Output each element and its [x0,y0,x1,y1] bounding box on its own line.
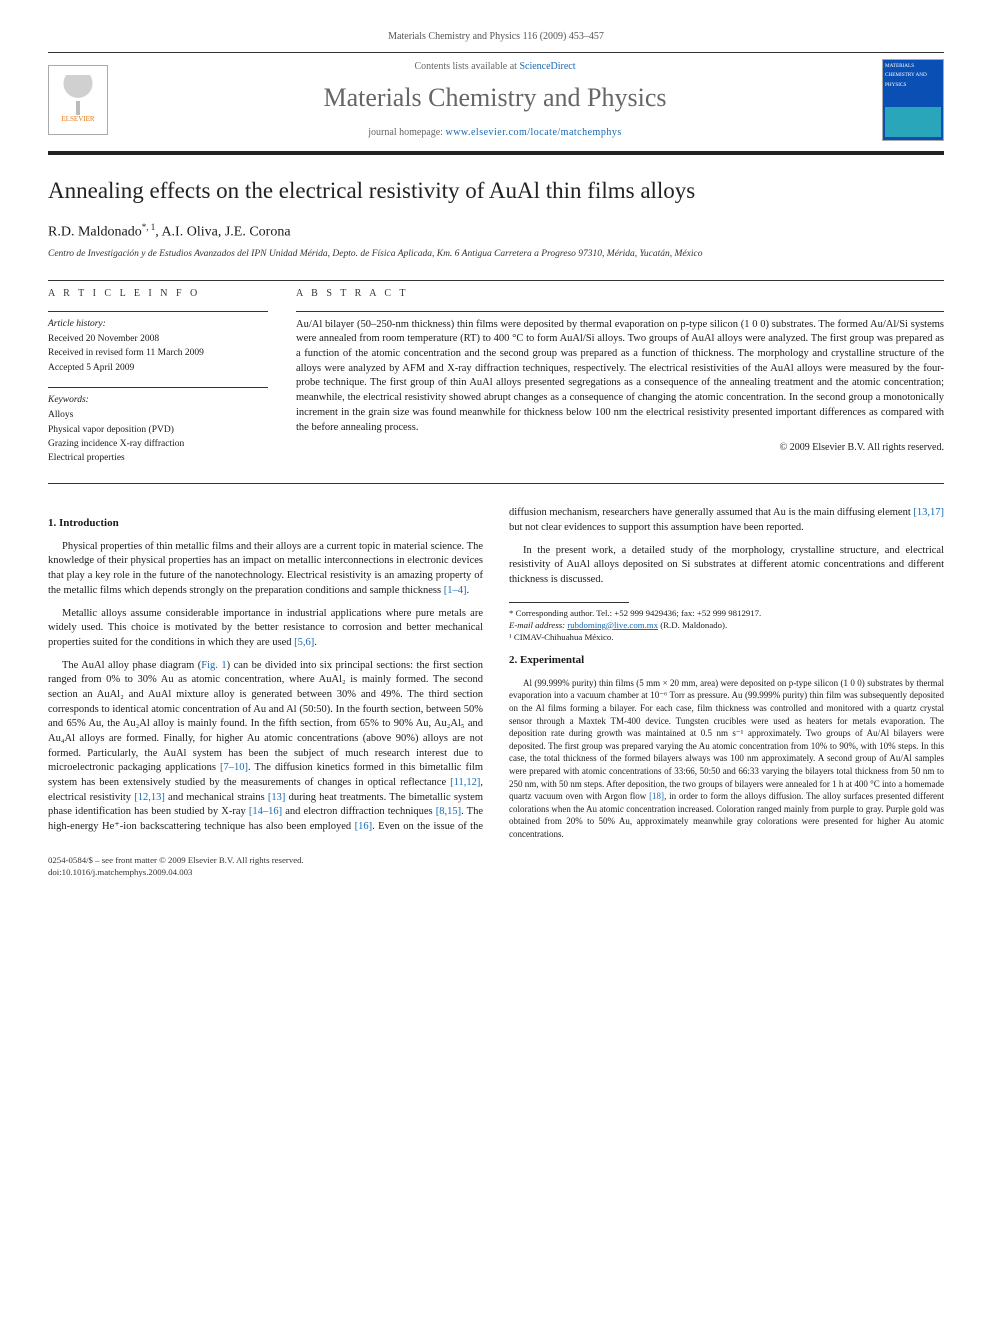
cover-line1: MATERIALS [885,63,941,70]
authors-rest: , A.I. Oliva, J.E. Corona [155,225,290,240]
publisher-tree-icon [61,75,95,115]
email-label: E-mail address: [509,620,567,630]
cover-line3: PHYSICS [885,82,941,89]
journal-name: Materials Chemistry and Physics [122,80,868,116]
contents-prefix: Contents lists available at [414,61,519,72]
authors: R.D. Maldonado*, 1, A.I. Oliva, J.E. Cor… [48,221,944,242]
abstract-divider [296,311,944,312]
ref-7-10[interactable]: [7–10] [220,762,248,773]
fig-1-ref[interactable]: Fig. 1 [201,660,226,671]
divider-below-abstract [48,483,944,484]
intro-p1-text: Physical properties of thin metallic fil… [48,541,483,596]
ref-18[interactable]: [18] [649,791,664,801]
keywords-block: Keywords: Alloys Physical vapor depositi… [48,394,268,465]
ref-1-4[interactable]: [1–4] [444,585,467,596]
ref-16[interactable]: [16] [355,821,373,832]
email-link[interactable]: rubdoming@live.com.mx [567,620,658,630]
keywords-label: Keywords: [48,394,268,407]
ref-13[interactable]: [13] [268,792,286,803]
intro-p2-tail: . [314,637,317,648]
ref-11-12[interactable]: [11,12] [450,777,480,788]
running-header: Materials Chemistry and Physics 116 (200… [48,30,944,44]
page-footer: 0254-0584/$ – see front matter © 2009 El… [48,854,944,879]
history-received: Received 20 November 2008 [48,333,268,346]
abstract-copyright: © 2009 Elsevier B.V. All rights reserved… [296,441,944,455]
ref-5-6[interactable]: [5,6] [294,637,314,648]
author-1: R.D. Maldonado [48,225,142,240]
journal-cover-thumb: MATERIALS CHEMISTRY AND PHYSICS [882,59,944,141]
abstract-text: Au/Al bilayer (50–250-nm thickness) thin… [296,318,944,436]
footnote-block: * Corresponding author. Tel.: +52 999 94… [509,602,944,644]
footer-issn: 0254-0584/$ – see front matter © 2009 El… [48,854,304,866]
homepage-prefix: journal homepage: [368,127,445,138]
history-accepted: Accepted 5 April 2009 [48,362,268,375]
email-tail: (R.D. Maldonado). [658,620,727,630]
corresponding-author: * Corresponding author. Tel.: +52 999 94… [509,608,944,620]
article-title: Annealing effects on the electrical resi… [48,175,944,207]
experimental-para-1: Al (99.999% purity) thin films (5 mm × 2… [509,677,944,841]
history-label: Article history: [48,318,268,331]
footnote-separator [509,602,629,603]
affiliation: Centro de Investigación y de Estudios Av… [48,248,944,261]
masthead-center: Contents lists available at ScienceDirec… [122,60,868,140]
intro-para-2: Metallic alloys assume considerable impo… [48,607,483,651]
masthead: ELSEVIER Contents lists available at Sci… [48,59,944,155]
exp-p1a: Al (99.999% purity) thin films (5 mm × 2… [509,678,944,801]
keyword-1: Alloys [48,409,268,422]
ref-14-16[interactable]: [14–16] [249,806,282,817]
body-columns: 1. Introduction Physical properties of t… [48,506,944,841]
footnotes: * Corresponding author. Tel.: +52 999 94… [509,608,944,644]
abstract-column: a b s t r a c t Au/Al bilayer (50–250-nm… [296,287,944,478]
footer-left: 0254-0584/$ – see front matter © 2009 El… [48,854,304,879]
info-divider-2 [48,387,268,388]
info-abstract-row: a r t i c l e i n f o Article history: R… [48,287,944,478]
ref-8-15[interactable]: [8,15] [436,806,461,817]
page-container: Materials Chemistry and Physics 116 (200… [0,0,992,908]
keyword-3: Grazing incidence X-ray diffraction [48,438,268,451]
article-info-label: a r t i c l e i n f o [48,287,268,301]
intro-p3b: ) can be divided into six principal sect… [48,660,483,774]
masthead-inner: ELSEVIER Contents lists available at Sci… [48,59,944,141]
sciencedirect-link[interactable]: ScienceDirect [519,61,575,72]
history-block: Article history: Received 20 November 20… [48,318,268,375]
keyword-2: Physical vapor deposition (PVD) [48,424,268,437]
history-revised: Received in revised form 11 March 2009 [48,347,268,360]
cover-band [885,107,941,137]
intro-p3j: but not clear evidences to support this … [509,522,804,533]
abstract-label: a b s t r a c t [296,287,944,301]
ref-12-13[interactable]: [12,13] [134,792,165,803]
intro-p1-tail: . [466,585,469,596]
divider-above-info [48,280,944,281]
info-divider [48,311,268,312]
intro-para-1: Physical properties of thin metallic fil… [48,540,483,599]
homepage-line: journal homepage: www.elsevier.com/locat… [122,126,868,140]
journal-homepage-link[interactable]: www.elsevier.com/locate/matchemphys [445,127,621,138]
cover-line2: CHEMISTRY AND [885,72,941,79]
publisher-name: ELSEVIER [61,115,94,125]
top-divider [48,52,944,53]
article-info-column: a r t i c l e i n f o Article history: R… [48,287,268,478]
footer-doi: doi:10.1016/j.matchemphys.2009.04.003 [48,866,304,878]
intro-para-4: In the present work, a detailed study of… [509,544,944,588]
footnote-1: ¹ CIMAV-Chihuahua México. [509,632,944,644]
intro-heading: 1. Introduction [48,516,483,531]
author-1-sup: *, 1 [142,222,156,232]
intro-p3g: and electron diffraction techniques [282,806,436,817]
intro-p3e: and mechanical strains [165,792,268,803]
keyword-4: Electrical properties [48,452,268,465]
experimental-heading: 2. Experimental [509,653,944,668]
intro-p3a: The AuAl alloy phase diagram ( [62,660,201,671]
intro-p2-text: Metallic alloys assume considerable impo… [48,608,483,648]
publisher-logo: ELSEVIER [48,65,108,135]
ref-13-17[interactable]: [13,17] [913,507,944,518]
email-line: E-mail address: rubdoming@live.com.mx (R… [509,620,944,632]
contents-line: Contents lists available at ScienceDirec… [122,60,868,74]
